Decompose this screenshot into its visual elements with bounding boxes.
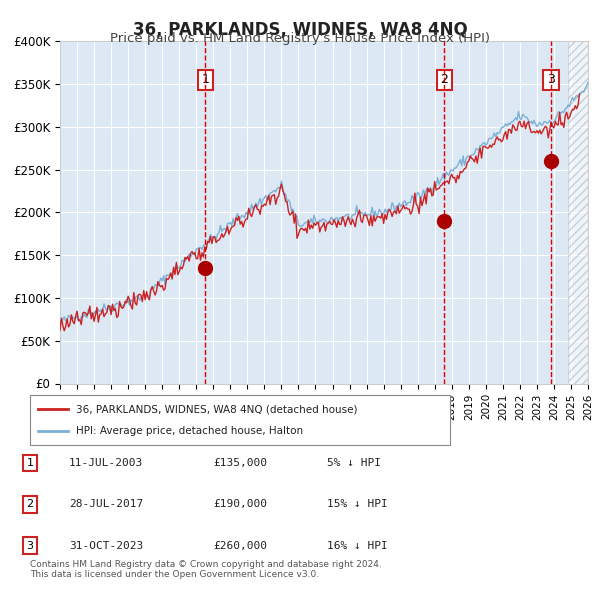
Text: 16% ↓ HPI: 16% ↓ HPI [327, 541, 388, 550]
Text: 3: 3 [26, 541, 34, 550]
Text: 3: 3 [547, 73, 555, 86]
Text: £135,000: £135,000 [213, 458, 267, 468]
Text: HPI: Average price, detached house, Halton: HPI: Average price, detached house, Halt… [76, 427, 304, 437]
Text: 15% ↓ HPI: 15% ↓ HPI [327, 500, 388, 509]
Text: 1: 1 [26, 458, 34, 468]
Text: £190,000: £190,000 [213, 500, 267, 509]
Text: 31-OCT-2023: 31-OCT-2023 [69, 541, 143, 550]
Text: 1: 1 [202, 73, 209, 86]
Text: 11-JUL-2003: 11-JUL-2003 [69, 458, 143, 468]
Text: 2: 2 [440, 73, 448, 86]
Text: 2: 2 [26, 500, 34, 509]
Text: 5% ↓ HPI: 5% ↓ HPI [327, 458, 381, 468]
Bar [568, 41, 596, 384]
Text: £260,000: £260,000 [213, 541, 267, 550]
Text: 36, PARKLANDS, WIDNES, WA8 4NQ: 36, PARKLANDS, WIDNES, WA8 4NQ [133, 21, 467, 39]
Text: Contains HM Land Registry data © Crown copyright and database right 2024.
This d: Contains HM Land Registry data © Crown c… [30, 560, 382, 579]
Text: Price paid vs. HM Land Registry's House Price Index (HPI): Price paid vs. HM Land Registry's House … [110, 32, 490, 45]
Text: 36, PARKLANDS, WIDNES, WA8 4NQ (detached house): 36, PARKLANDS, WIDNES, WA8 4NQ (detached… [76, 404, 358, 414]
Text: 28-JUL-2017: 28-JUL-2017 [69, 500, 143, 509]
